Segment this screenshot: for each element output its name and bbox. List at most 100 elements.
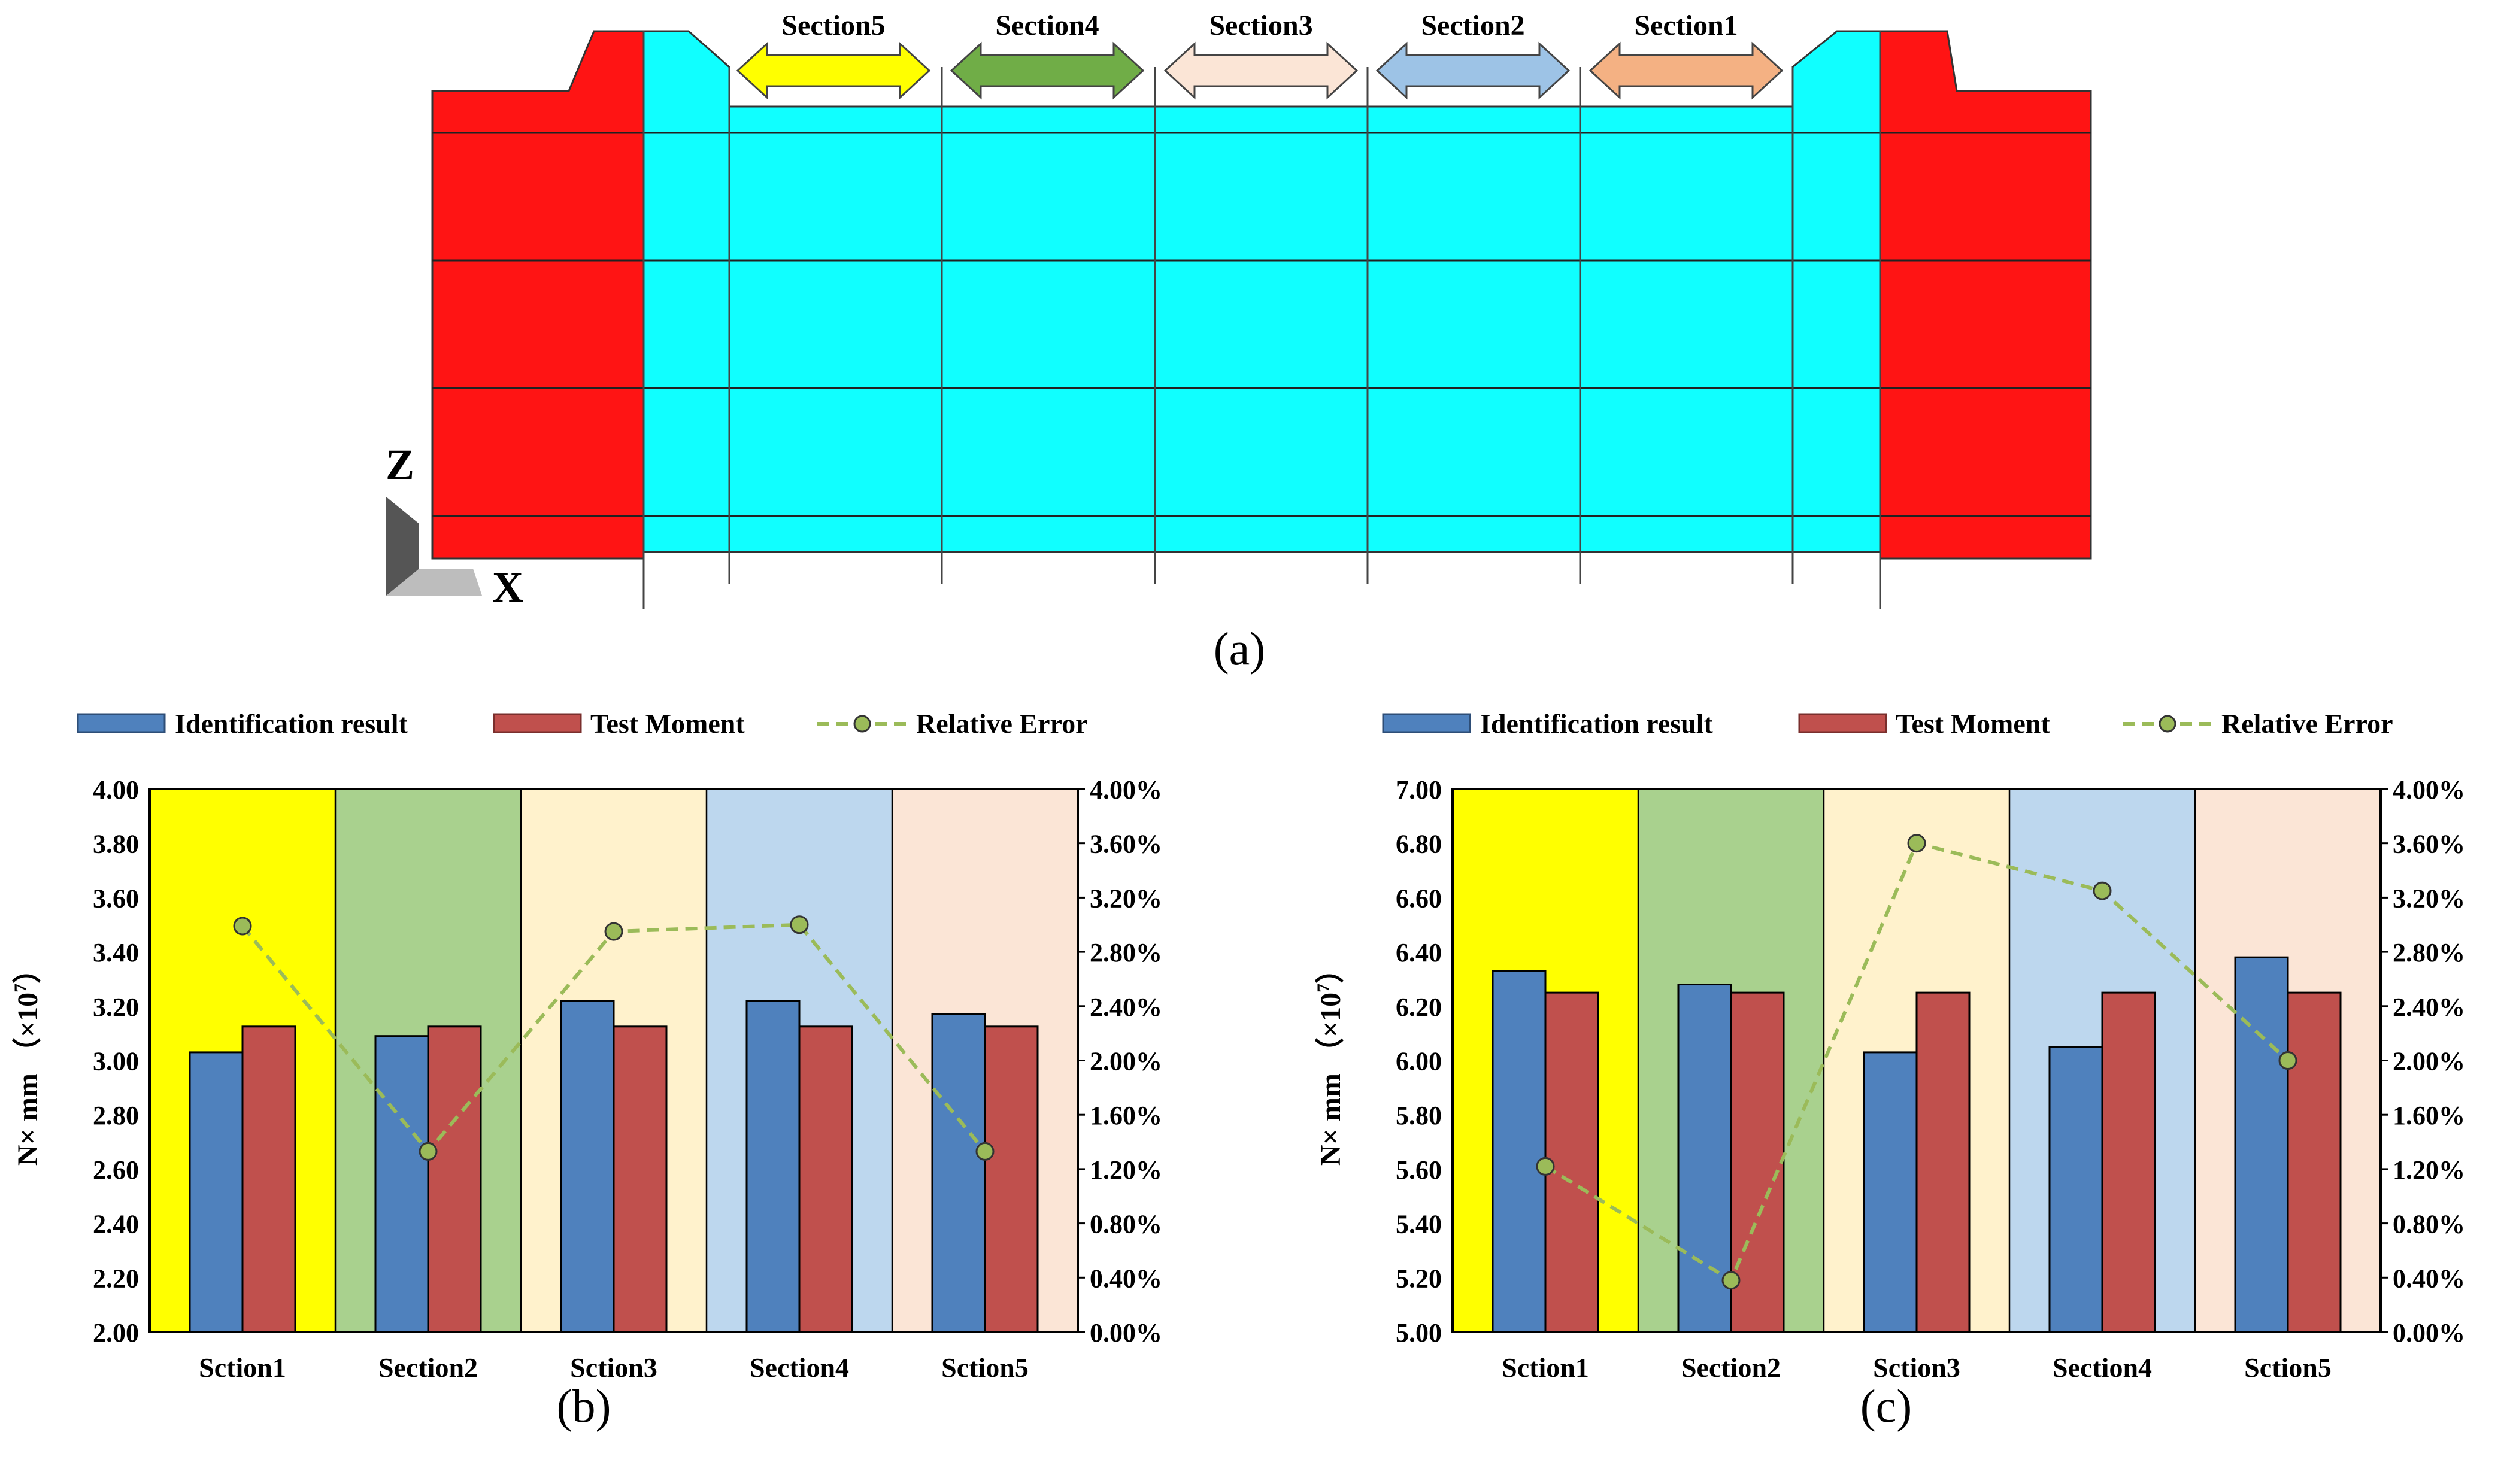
legend-marker-error — [853, 715, 871, 733]
y-tick-label: 6.80 — [1396, 830, 1442, 859]
y2-tick-label: 3.20% — [1090, 884, 1162, 913]
y-tick-label: 6.40 — [1396, 938, 1442, 967]
y2-tick-label: 0.80% — [2393, 1210, 2465, 1239]
bar-test-moment-5 — [984, 1025, 1039, 1333]
legend-label-test: Test Moment — [590, 708, 745, 739]
bar-identification-2 — [1677, 984, 1732, 1333]
plot-area-b — [148, 788, 1079, 1333]
bar-test-moment-1 — [1544, 991, 1599, 1333]
y-axis-title-c: N× mm （×107） — [1314, 955, 1347, 1166]
legend-b: Identification result Test Moment Relati… — [77, 708, 1088, 739]
y2-tick-label: 2.80% — [1090, 938, 1162, 967]
y-tick-label: 2.80 — [93, 1101, 139, 1130]
section5-arrow: Section5 — [736, 10, 931, 100]
legend-label-error: Relative Error — [916, 708, 1088, 739]
y2-tick-label: 0.40% — [1090, 1264, 1162, 1293]
relative-error-point-1 — [233, 917, 252, 936]
y2-tick-label: 2.40% — [1090, 993, 1162, 1022]
legend-marker-error — [2159, 715, 2176, 733]
y2-tick-label: 4.00% — [1090, 775, 1162, 805]
y-tick-label: 4.00 — [93, 775, 139, 805]
y-tick-label: 5.20 — [1396, 1264, 1442, 1293]
bar-test-moment-3 — [613, 1025, 668, 1333]
bar-test-moment-5 — [2287, 991, 2342, 1333]
y2-tick-label: 1.60% — [2393, 1101, 2465, 1130]
bar-identification-1 — [189, 1051, 244, 1333]
caption-a: (a) — [1214, 623, 1266, 675]
y-tick-label: 7.00 — [1396, 775, 1442, 805]
caption-c: (c) — [1860, 1380, 1912, 1432]
legend-label-error: Relative Error — [2221, 708, 2393, 739]
y-tick-label: 2.20 — [93, 1264, 139, 1293]
y-tick-label: 5.60 — [1396, 1155, 1442, 1185]
y-tick-label: 3.20 — [93, 993, 139, 1022]
relative-error-point-2 — [419, 1142, 438, 1161]
y-tick-label: 5.80 — [1396, 1101, 1442, 1130]
x-tick-label: Sction3 — [570, 1352, 657, 1383]
bar-identification-4 — [745, 1000, 801, 1333]
x-tick-label: Sction3 — [1873, 1352, 1960, 1383]
y-tick-label: 5.40 — [1396, 1210, 1442, 1239]
y-tick-label: 3.40 — [93, 938, 139, 967]
y2-tick-label: 2.00% — [1090, 1047, 1162, 1076]
section2-arrow: Section2 — [1375, 10, 1571, 100]
y2-tick-label: 4.00% — [2393, 775, 2465, 805]
legend-swatch-test — [1798, 713, 1887, 733]
bar-test-moment-2 — [427, 1025, 482, 1333]
bar-test-moment-1 — [241, 1025, 296, 1333]
y-tick-label: 6.00 — [1396, 1047, 1442, 1076]
relative-error-point-4 — [790, 915, 809, 934]
svg-text:Section1: Section1 — [1634, 10, 1738, 41]
section1-arrow: Section1 — [1589, 10, 1784, 100]
bar-identification-1 — [1492, 970, 1547, 1333]
bar-identification-3 — [560, 1000, 615, 1333]
svg-text:Section3: Section3 — [1209, 10, 1312, 41]
bar-test-moment-4 — [2101, 991, 2156, 1333]
y-tick-label: 5.00 — [1396, 1318, 1442, 1348]
legend-swatch-identification — [1382, 713, 1471, 733]
y-tick-label: 3.80 — [93, 830, 139, 859]
relative-error-point-5 — [975, 1142, 995, 1161]
section4-arrow: Section4 — [950, 10, 1145, 100]
x-tick-label: Sction5 — [2244, 1352, 2332, 1383]
left-abutment — [431, 30, 645, 560]
legend-swatch-identification — [77, 713, 166, 733]
relative-error-point-4 — [2093, 881, 2112, 900]
z-axis-label: Z — [386, 441, 414, 488]
chart-c: Identification result Test Moment Relati… — [1314, 708, 2465, 1432]
x-tick-label: Sction1 — [199, 1352, 286, 1383]
relative-error-point-1 — [1536, 1157, 1555, 1176]
bridge-model-panel: Section5 Section4 Section3 Section2 Sect… — [386, 10, 2092, 675]
caption-b: (b) — [557, 1380, 611, 1432]
mesh-vertical-lines — [642, 31, 1881, 609]
legend-label-identification: Identification result — [175, 708, 408, 739]
y2-tick-label: 2.00% — [2393, 1047, 2465, 1076]
x-tick-label: Section2 — [1681, 1352, 1781, 1383]
relative-error-point-3 — [1907, 834, 1926, 853]
y2-tick-label: 3.60% — [2393, 830, 2465, 859]
svg-text:Section5: Section5 — [781, 10, 885, 41]
y2-tick-label: 0.00% — [1090, 1318, 1162, 1348]
y-tick-label: 6.60 — [1396, 884, 1442, 913]
y-tick-label: 3.60 — [93, 884, 139, 913]
svg-text:Section4: Section4 — [995, 10, 1099, 41]
section3-arrow: Section3 — [1163, 10, 1359, 100]
beam-body — [642, 30, 1881, 553]
y2-tick-label: 1.20% — [2393, 1155, 2465, 1185]
section-arrows: Section5 Section4 Section3 Section2 Sect… — [736, 10, 1784, 100]
coordinate-axis-icon: Z X — [386, 441, 523, 611]
chart-b: Identification result Test Moment Relati… — [11, 708, 1162, 1432]
y-tick-label: 2.00 — [93, 1318, 139, 1348]
y-tick-label: 3.00 — [93, 1047, 139, 1076]
right-abutment — [1879, 30, 2092, 560]
plot-area-c — [1451, 788, 2382, 1333]
mesh-horizontal-lines — [432, 132, 2091, 517]
relative-error-point-5 — [2278, 1051, 2297, 1070]
y2-tick-label: 3.60% — [1090, 830, 1162, 859]
bar-test-moment-4 — [798, 1025, 853, 1333]
y2-tick-label: 1.20% — [1090, 1155, 1162, 1185]
legend-label-identification: Identification result — [1480, 708, 1714, 739]
x-tick-label: Sction1 — [1502, 1352, 1589, 1383]
y2-tick-label: 2.80% — [2393, 938, 2465, 967]
